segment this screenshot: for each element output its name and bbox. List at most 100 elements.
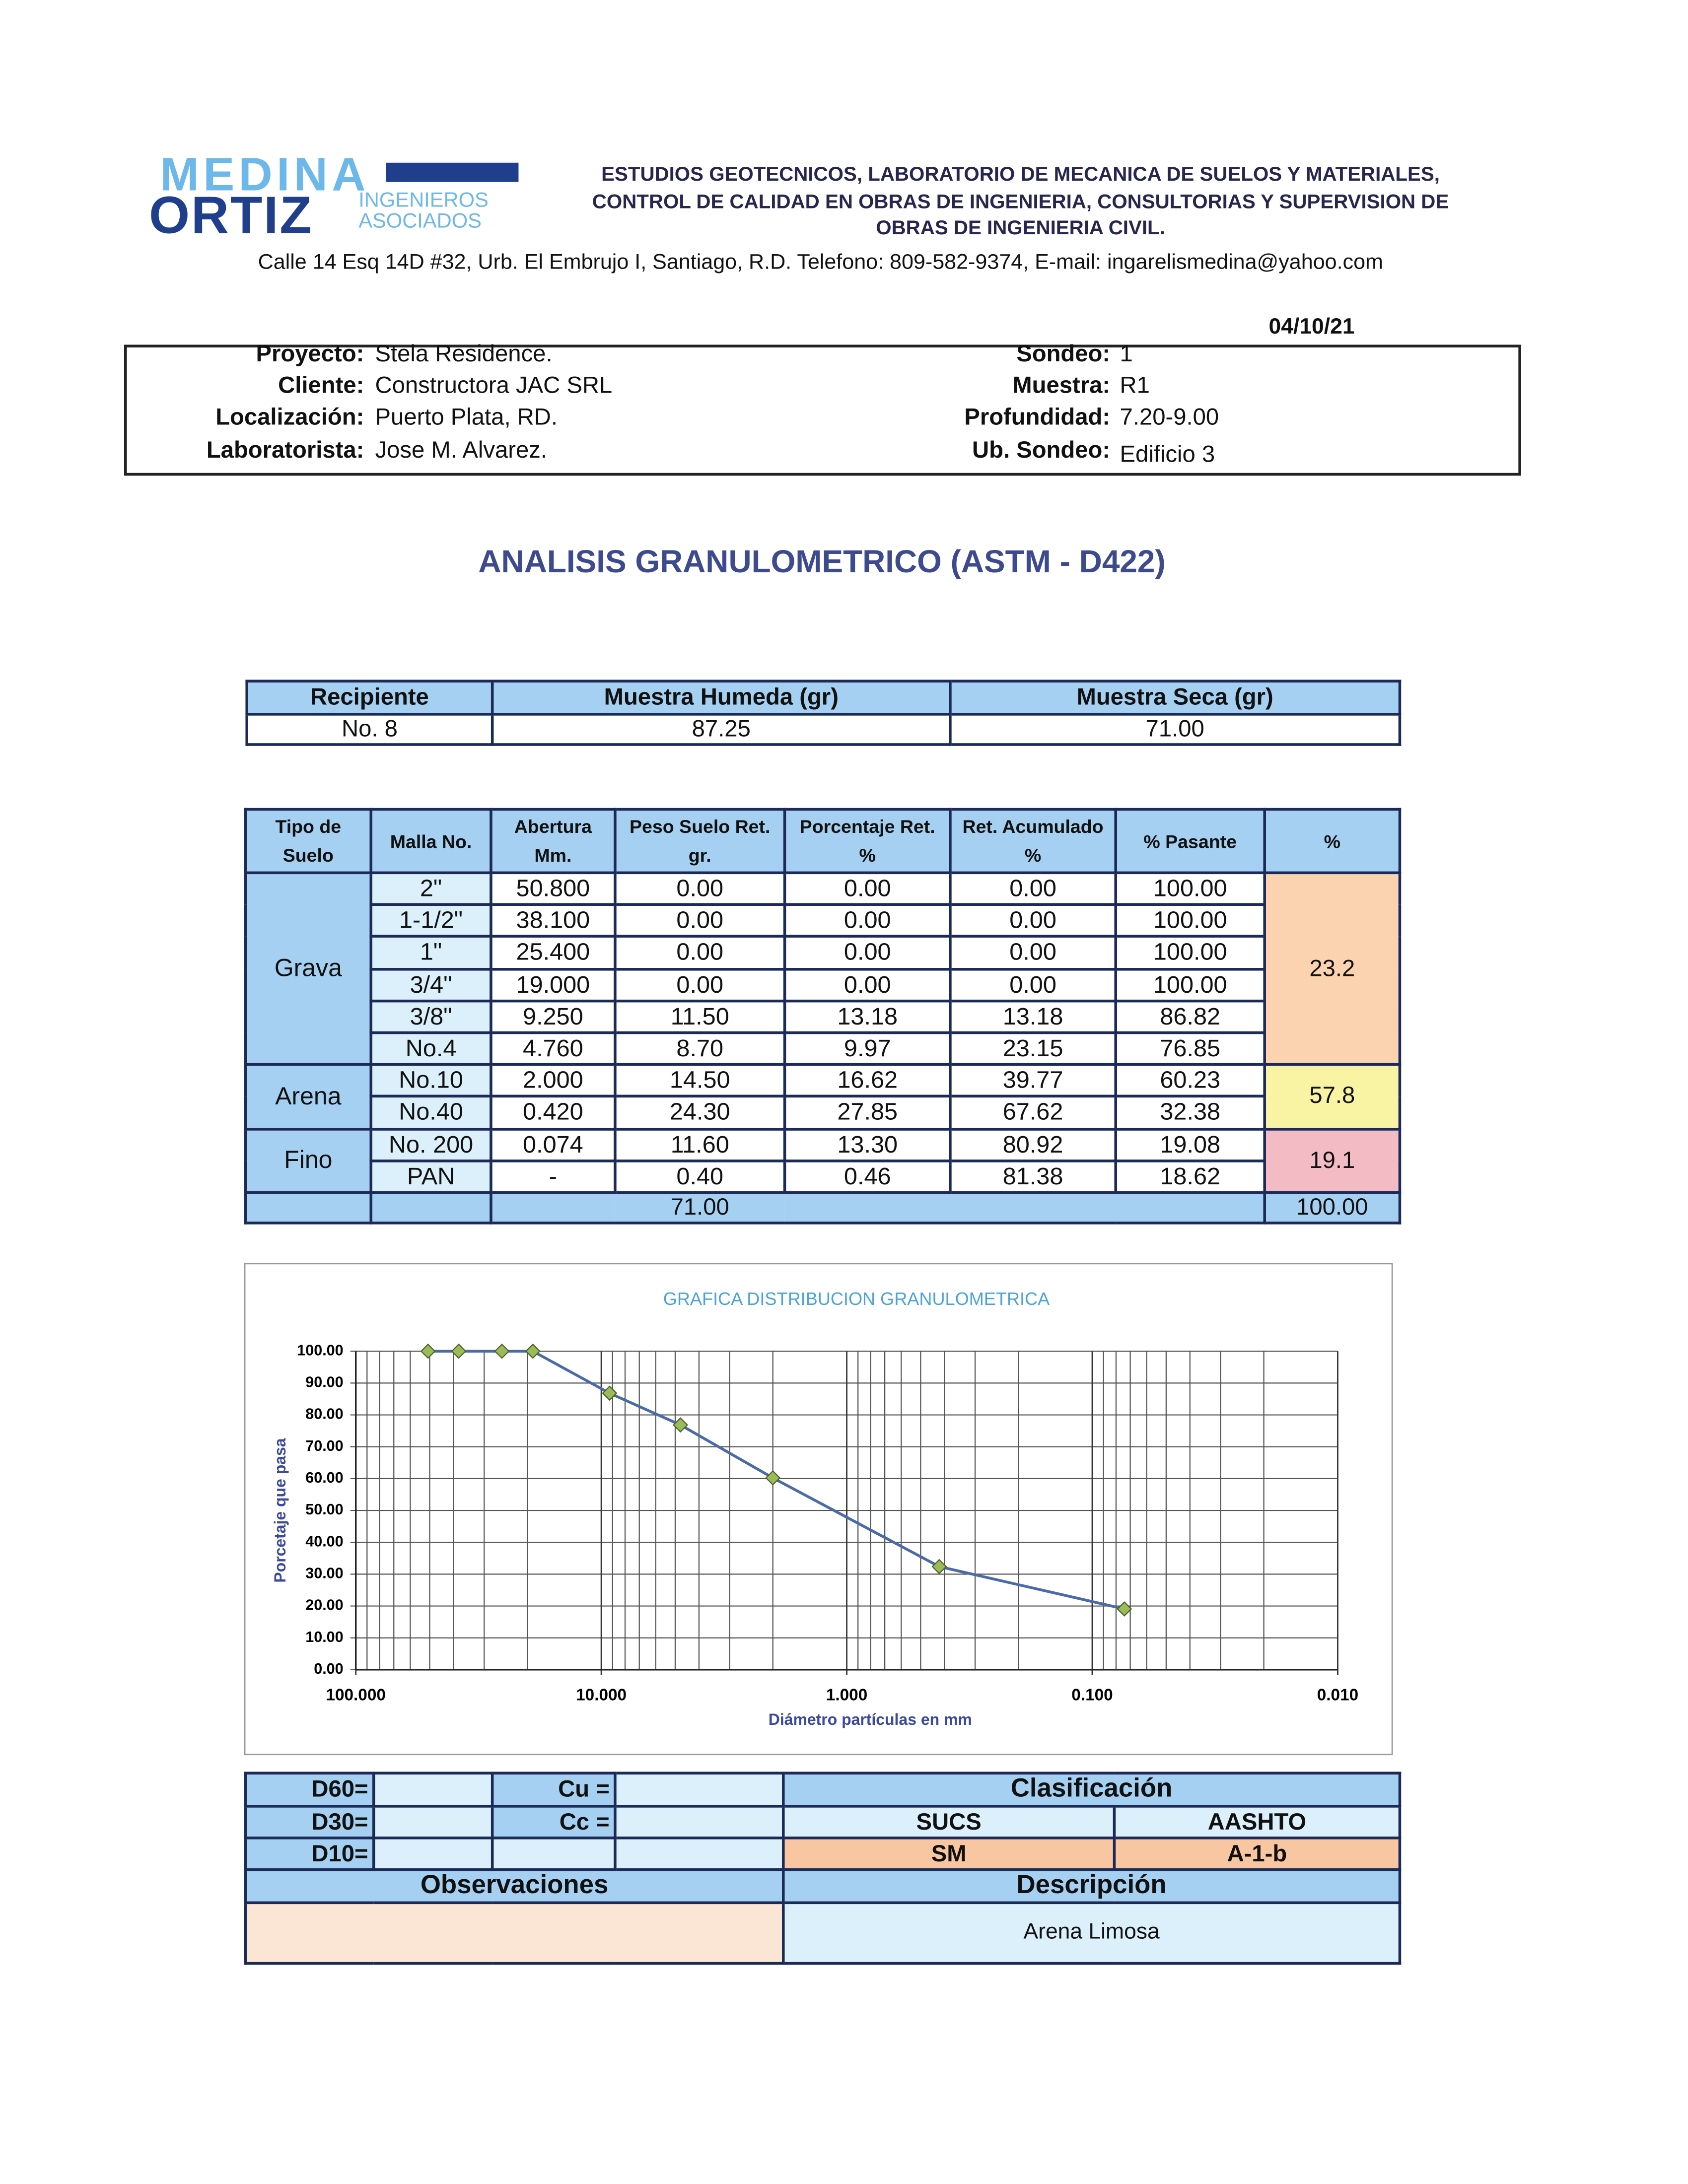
cell: 19.000 <box>490 967 617 1002</box>
cell: 0.00 <box>783 871 952 906</box>
cell: 0.00 <box>949 967 1118 1002</box>
services-line: CONTROL DE CALIDAD EN OBRAS DE INGENIERI… <box>592 192 1449 214</box>
field-label: Sondeo: <box>1016 341 1111 367</box>
chart-title: GRAFICA DISTRIBUCION GRANULOMETRICA <box>663 1289 1050 1309</box>
field-value: Puerto Plata, RD. <box>375 404 558 430</box>
cell: 86.82 <box>1114 999 1266 1034</box>
cell: 14.50 <box>614 1063 786 1098</box>
cell: 19.08 <box>1114 1127 1266 1162</box>
row: Observaciones Descripción <box>244 1868 1402 1905</box>
field-value: 7.20-9.00 <box>1120 404 1219 430</box>
y-tick-label: 0.00 <box>314 1660 343 1677</box>
group-percent: 19.1 <box>1263 1127 1402 1194</box>
cell: 11.50 <box>614 999 786 1034</box>
data-point <box>931 1559 947 1574</box>
y-tick-label: 10.00 <box>305 1629 343 1645</box>
data-point <box>1117 1601 1132 1617</box>
cell: No.4 <box>369 1031 492 1066</box>
cell: 0.00 <box>949 903 1118 938</box>
field-value: Edificio 3 <box>1120 441 1215 468</box>
description-value: Arena Limosa <box>782 1901 1402 1965</box>
data-row: Arena No.10 2.000 14.50 16.62 39.77 60.23 57.8 <box>244 1063 1402 1130</box>
field-value: Jose M. Alvarez. <box>375 437 547 464</box>
cell: 25.400 <box>490 935 617 970</box>
y-tick-label: 30.00 <box>305 1565 343 1581</box>
cell <box>369 1191 492 1225</box>
logo-tagline-line: INGENIEROS <box>358 189 489 212</box>
data-point <box>673 1417 688 1433</box>
project-box <box>124 344 1521 476</box>
cell: 0.00 <box>783 967 952 1002</box>
x-tick-label: 1.000 <box>826 1686 867 1704</box>
cell: 0.420 <box>490 1095 617 1130</box>
observations-cell <box>244 1901 785 1965</box>
data-row: No.4 4.760 8.70 9.97 23.15 76.85 <box>245 1031 1400 1066</box>
cell: 0.00 <box>614 967 786 1002</box>
data-point <box>451 1343 467 1359</box>
cell: No. 8 <box>245 713 494 746</box>
field-label: Cliente: <box>278 372 364 399</box>
label: D30= <box>244 1805 375 1840</box>
label: D10= <box>244 1837 375 1871</box>
x-axis-label: Diámetro partículas en mm <box>769 1710 972 1728</box>
cell <box>614 1805 785 1840</box>
cell: 0.46 <box>783 1159 952 1194</box>
cell <box>491 1837 617 1871</box>
label: Cc = <box>491 1805 617 1840</box>
logo-bottom: ORTIZ <box>149 187 313 246</box>
value: A-1-b <box>1113 1837 1402 1871</box>
cell: No. 200 <box>369 1127 492 1162</box>
logo-top: MEDINA <box>160 149 370 202</box>
data-row: Fino No. 200 0.074 11.60 13.30 80.92 19.08 19.1 <box>244 1127 1402 1194</box>
cell: 80.92 <box>949 1127 1118 1162</box>
services-line: ESTUDIOS GEOTECNICOS, LABORATORIO DE MEC… <box>601 164 1440 187</box>
cell <box>614 1772 785 1808</box>
section-header: Descripción <box>782 1868 1402 1905</box>
y-tick-label: 100.00 <box>297 1342 343 1359</box>
cell: No.10 <box>369 1063 492 1098</box>
data-row: No. 8 87.25 71.00 <box>245 713 1402 746</box>
field-value: R1 <box>1120 372 1150 399</box>
y-tick-label: 50.00 <box>305 1501 343 1518</box>
field-label: Localización: <box>215 404 364 430</box>
data-point <box>602 1385 618 1401</box>
cell: 76.85 <box>1114 1031 1266 1066</box>
data-point <box>494 1343 510 1359</box>
cell: 13.30 <box>783 1127 952 1162</box>
cell <box>372 1837 494 1871</box>
field-value: Constructora JAC SRL <box>375 372 613 399</box>
logo-bar <box>386 162 519 182</box>
x-tick-label: 100.000 <box>326 1686 385 1704</box>
data-point <box>420 1343 436 1359</box>
y-tick-label: 70.00 <box>305 1437 343 1454</box>
logo-tagline-line: ASOCIADOS <box>358 209 482 233</box>
header-cell: Abertura Mm. <box>490 808 617 875</box>
soil-type: Arena <box>244 1063 373 1130</box>
cell: 1" <box>369 935 492 970</box>
cell: 18.62 <box>1114 1159 1266 1194</box>
cell: 23.15 <box>949 1031 1118 1066</box>
cell: 2" <box>369 871 492 906</box>
cell: 1-1/2" <box>369 903 492 938</box>
cell: No.40 <box>369 1095 492 1130</box>
summary-table: D60= Cu = Clasificación D30= Cc = SUCS AASHTO D… <box>244 1772 1402 1965</box>
cell: 50.800 <box>490 871 617 906</box>
section-header: Observaciones <box>244 1868 785 1905</box>
row: Arena Limosa <box>244 1901 1402 1965</box>
chart: GRAFICA DISTRIBUCION GRANULOMETRICA 0.00 1… <box>271 1289 1358 1728</box>
document-title: ANALISIS GRANULOMETRICO (ASTM - D422) <box>478 543 1166 579</box>
cell: 0.40 <box>614 1159 786 1194</box>
cell <box>372 1805 494 1840</box>
y-axis-label: Porcetaje que pasa <box>271 1438 289 1582</box>
row: D30= Cc = SUCS AASHTO <box>244 1805 1402 1840</box>
address: Calle 14 Esq 14D #32, Urb. El Embrujo I,… <box>258 251 1383 274</box>
cell: 81.38 <box>949 1159 1118 1194</box>
field-label: Laboratorista: <box>206 437 364 464</box>
cell: - <box>490 1159 617 1194</box>
cell: 9.250 <box>490 999 617 1034</box>
cell: 87.25 <box>491 713 952 746</box>
data-row: 1" 25.400 0.00 0.00 0.00 100.00 <box>245 935 1400 970</box>
cell: 4.760 <box>490 1031 617 1066</box>
section-header: Clasificación <box>782 1772 1402 1808</box>
